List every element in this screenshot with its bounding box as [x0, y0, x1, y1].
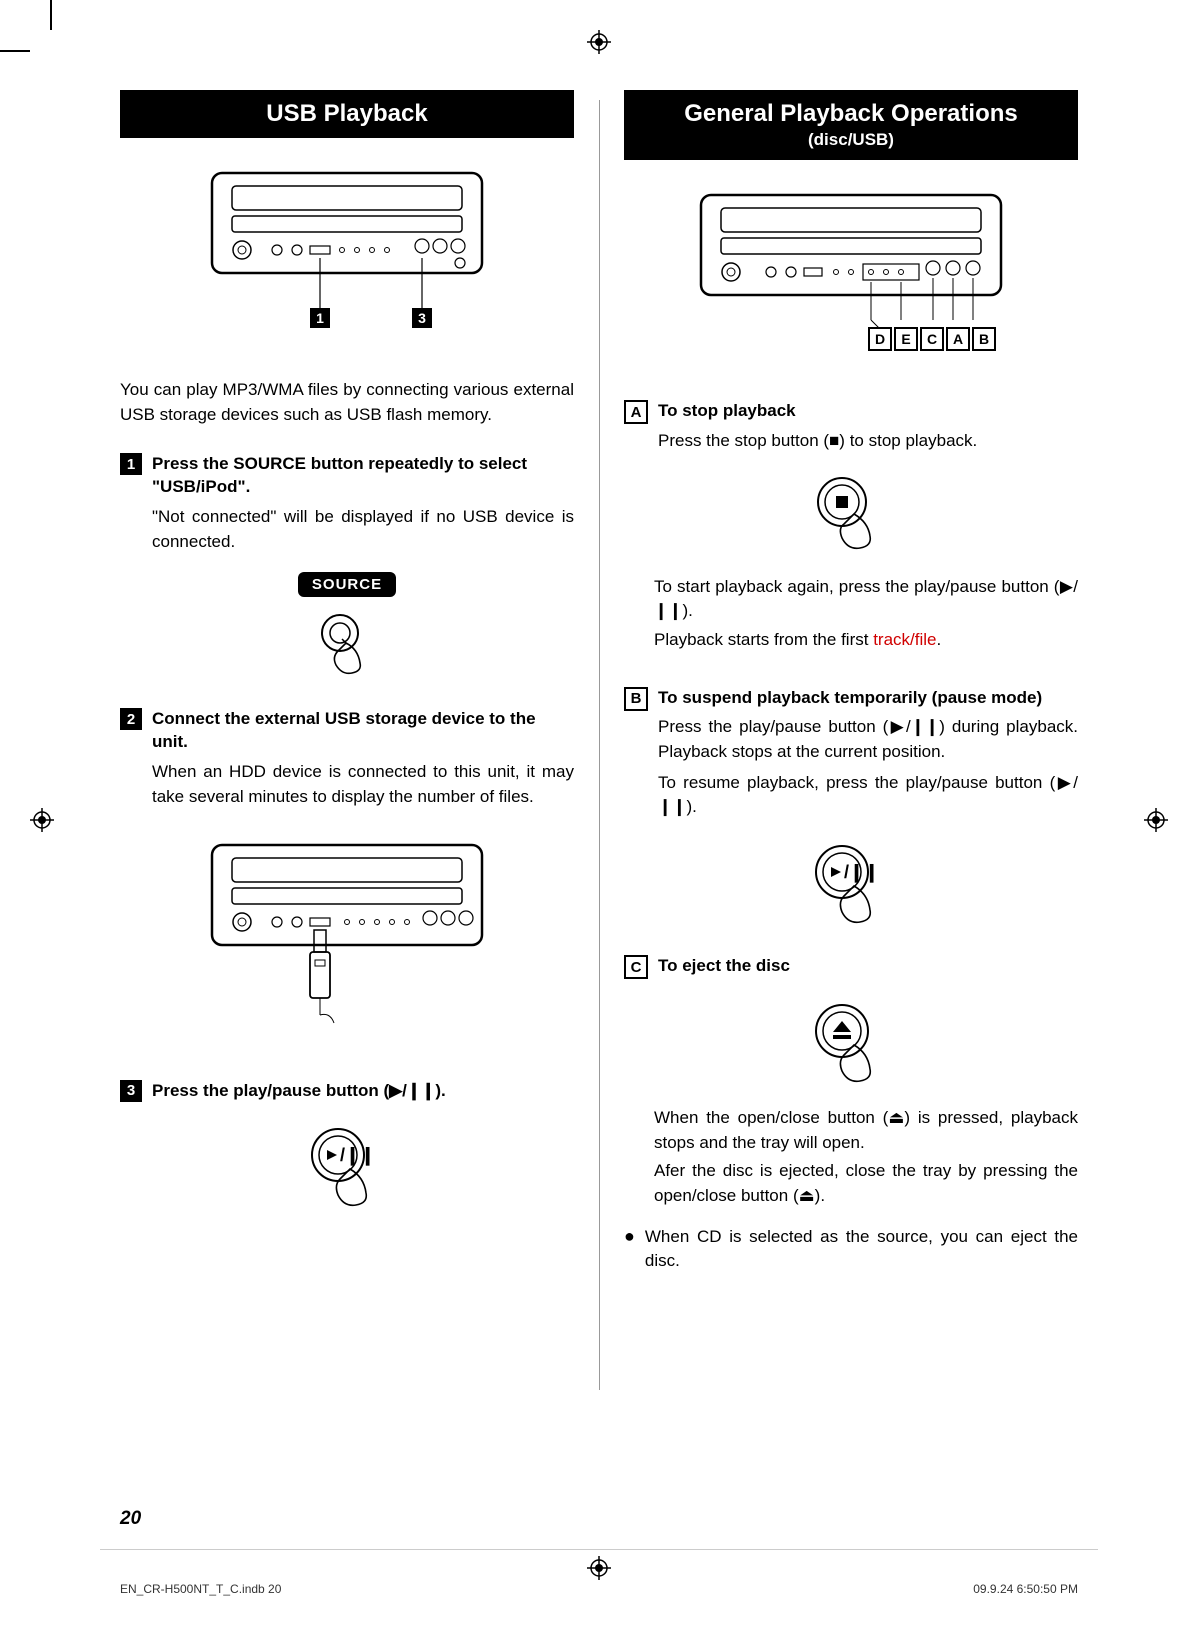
- device-front-diagram: 1 3: [182, 168, 512, 338]
- section-body: Press the play/pause button (▶/❙❙) durin…: [658, 715, 1078, 764]
- step-title: Press the play/pause button (▶/❙❙).: [152, 1080, 574, 1103]
- play-pause-button-icon: /❙❙: [302, 1121, 392, 1207]
- step-number: 2: [120, 708, 142, 730]
- bullet-text: When CD is selected as the source, you c…: [645, 1225, 1078, 1274]
- bullet-note: ● When CD is selected as the source, you…: [624, 1225, 1078, 1274]
- section-body: Press the stop button (■) to stop playba…: [658, 429, 1078, 454]
- svg-text:E: E: [901, 331, 910, 347]
- intro-text: You can play MP3/WMA files by connecting…: [120, 378, 574, 427]
- svg-text:/❙❙: /❙❙: [340, 1145, 375, 1166]
- registration-mark: [587, 30, 611, 54]
- right-column: General Playback Operations (disc/USB): [624, 90, 1078, 1274]
- footer-timestamp: 09.9.24 6:50:50 PM: [973, 1582, 1078, 1596]
- section-body: To start playback again, press the play/…: [654, 575, 1078, 624]
- registration-mark: [1144, 808, 1168, 832]
- svg-text:A: A: [953, 331, 963, 347]
- section-body: When the open/close button (⏏) is presse…: [654, 1106, 1078, 1155]
- step-body: When an HDD device is connected to this …: [152, 760, 574, 809]
- section-letter: C: [624, 955, 648, 979]
- footer-filename: EN_CR-H500NT_T_C.indb 20: [120, 1582, 281, 1596]
- svg-text:B: B: [979, 331, 989, 347]
- eject-button-icon: [806, 997, 896, 1083]
- header-subtitle: (disc/USB): [640, 130, 1062, 150]
- section-letter: B: [624, 687, 648, 711]
- svg-text:/❙❙: /❙❙: [844, 862, 879, 883]
- step-2: 2 Connect the external USB storage devic…: [120, 708, 574, 809]
- step-title: Press the SOURCE button repeatedly to se…: [152, 453, 574, 499]
- svg-text:1: 1: [316, 310, 324, 326]
- left-column: USB Playback: [120, 90, 574, 1274]
- section-title: To suspend playback temporarily (pause m…: [658, 687, 1078, 710]
- source-button-label: SOURCE: [298, 572, 396, 597]
- device-usb-diagram: [182, 840, 512, 1040]
- step-1: 1 Press the SOURCE button repeatedly to …: [120, 453, 574, 554]
- section-title: To stop playback: [658, 400, 1078, 423]
- bullet-icon: ●: [624, 1225, 635, 1274]
- registration-mark: [30, 808, 54, 832]
- column-divider: [599, 100, 600, 1390]
- section-body: To resume playback, press the play/pause…: [658, 771, 1078, 820]
- step-title: Connect the external USB storage device …: [152, 708, 574, 754]
- header-title: General Playback Operations: [684, 100, 1017, 127]
- device-controls-diagram: D E C A B: [671, 190, 1031, 360]
- step-3: 3 Press the play/pause button (▶/❙❙).: [120, 1080, 574, 1103]
- step-number: 3: [120, 1080, 142, 1102]
- press-button-icon: [312, 609, 382, 677]
- play-pause-button-icon: /❙❙: [806, 838, 896, 924]
- section-header-usb: USB Playback: [120, 90, 574, 138]
- step-number: 1: [120, 453, 142, 475]
- registration-mark: [587, 1556, 611, 1580]
- section-c: C To eject the disc: [624, 955, 1078, 979]
- section-title: To eject the disc: [658, 955, 1078, 978]
- svg-text:C: C: [927, 331, 937, 347]
- section-b: B To suspend playback temporarily (pause…: [624, 687, 1078, 821]
- section-letter: A: [624, 400, 648, 424]
- svg-text:3: 3: [418, 310, 426, 326]
- section-header-general: General Playback Operations (disc/USB): [624, 90, 1078, 160]
- page-number: 20: [120, 1508, 141, 1530]
- footer-rule: [100, 1549, 1098, 1550]
- section-body: Afer the disc is ejected, close the tray…: [654, 1159, 1078, 1208]
- highlighted-text: track/file: [873, 630, 936, 649]
- step-body: "Not connected" will be displayed if no …: [152, 505, 574, 554]
- section-body: Playback starts from the first track/fil…: [654, 628, 1078, 653]
- svg-text:D: D: [875, 331, 885, 347]
- section-a: A To stop playback Press the stop button…: [624, 400, 1078, 454]
- stop-button-icon: [806, 472, 896, 552]
